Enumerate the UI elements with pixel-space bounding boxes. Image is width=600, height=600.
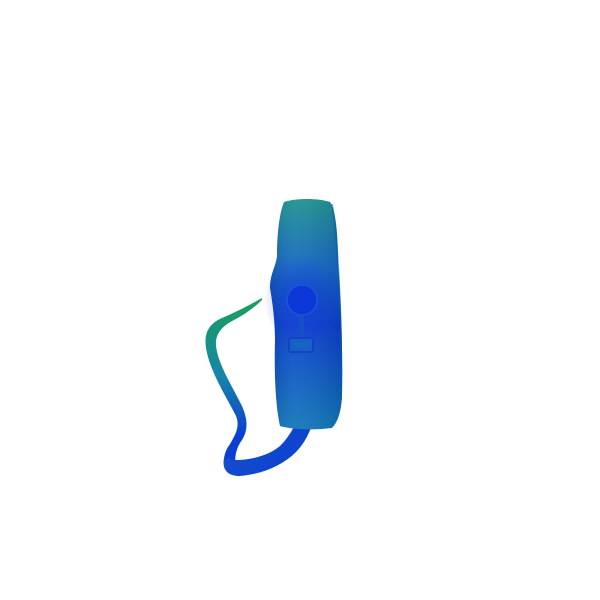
- bag-strap-back: [205, 298, 262, 470]
- bag-ring: [287, 285, 317, 315]
- bag-edge: [331, 203, 343, 401]
- bag-strap-connector: [299, 314, 304, 338]
- bag-buckle-slot: [294, 342, 308, 348]
- bag-strap-lower: [223, 352, 319, 476]
